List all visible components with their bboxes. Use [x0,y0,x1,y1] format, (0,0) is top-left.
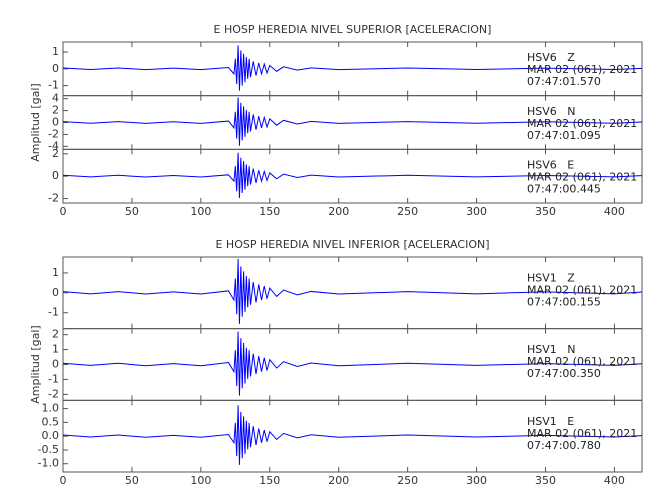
y-tick-label: 2 [52,147,59,160]
y-tick-label: 0.5 [42,415,60,428]
x-tick-label: 50 [125,474,139,487]
date-label: MAR 02 (061), 2021 [527,355,637,368]
y-tick-label: 4 [52,92,59,105]
y-tick-label: -0.5 [38,443,59,456]
y-tick-label: 1 [52,343,59,356]
x-tick-label: 250 [397,474,418,487]
trace [62,258,643,324]
y-tick-label: 0 [52,116,59,129]
y-tick-label: -2 [48,192,59,205]
time-label: 07:47:00.350 [527,367,601,380]
y-tick-label: -1 [48,306,59,319]
y-tick-label: -1.0 [38,457,59,470]
y-axis-label: Amplitud [gal] [29,83,42,161]
y-tick-label: 1 [52,45,59,58]
x-tick-label: 400 [604,205,625,218]
x-tick-label: 0 [60,205,67,218]
y-tick-label: -1 [48,372,59,385]
trace [62,152,643,198]
x-tick-label: 50 [125,205,139,218]
date-label: MAR 02 (061), 2021 [527,427,637,440]
y-tick-label: -1 [48,79,59,92]
x-tick-label: 400 [604,474,625,487]
station-label: HSV6 Z [527,51,575,64]
x-tick-label: 150 [259,205,280,218]
x-tick-label: 300 [466,474,487,487]
station-label: HSV6 N [527,105,576,118]
chart-title: E HOSP HEREDIA NIVEL INFERIOR [ACELERACI… [215,238,489,251]
y-tick-label: 1.0 [42,402,60,415]
y-tick-label: 0 [52,169,59,182]
x-tick-label: 100 [190,205,211,218]
x-tick-label: 350 [535,205,556,218]
time-label: 07:47:01.095 [527,129,601,142]
station-label: HSV6 E [527,158,574,171]
x-tick-label: 250 [397,205,418,218]
trace [62,331,643,396]
time-label: 07:47:00.780 [527,439,601,452]
time-label: 07:47:00.155 [527,296,601,309]
y-tick-label: 2 [52,328,59,341]
date-label: MAR 02 (061), 2021 [527,63,637,76]
x-tick-label: 350 [535,474,556,487]
station-label: HSV1 E [527,415,574,428]
y-tick-label: -2 [48,127,59,140]
x-tick-label: 200 [328,205,349,218]
date-label: MAR 02 (061), 2021 [527,117,637,130]
y-tick-label: -4 [48,139,59,152]
station-label: HSV1 Z [527,272,575,285]
y-tick-label: -2 [48,387,59,400]
time-label: 07:47:00.445 [527,182,601,195]
y-tick-label: 0 [52,286,59,299]
station-label: HSV1 N [527,343,576,356]
date-label: MAR 02 (061), 2021 [527,284,637,297]
y-tick-label: 0 [52,62,59,75]
date-label: MAR 02 (061), 2021 [527,170,637,183]
y-axis-label: Amplitud [gal] [29,325,42,403]
trace [62,97,643,146]
y-tick-label: 0.0 [42,429,60,442]
chart-title: E HOSP HEREDIA NIVEL SUPERIOR [ACELERACI… [214,23,492,36]
y-tick-label: 0 [52,358,59,371]
x-tick-label: 100 [190,474,211,487]
x-tick-label: 150 [259,474,280,487]
time-label: 07:47:01.570 [527,75,601,88]
trace [62,45,643,91]
trace [62,405,643,465]
y-tick-label: 1 [52,266,59,279]
x-tick-label: 200 [328,474,349,487]
y-tick-label: 2 [52,104,59,117]
x-tick-label: 300 [466,205,487,218]
x-tick-label: 0 [60,474,67,487]
